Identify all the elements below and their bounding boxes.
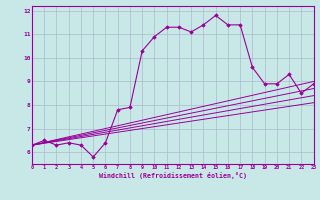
X-axis label: Windchill (Refroidissement éolien,°C): Windchill (Refroidissement éolien,°C) [99,172,247,179]
